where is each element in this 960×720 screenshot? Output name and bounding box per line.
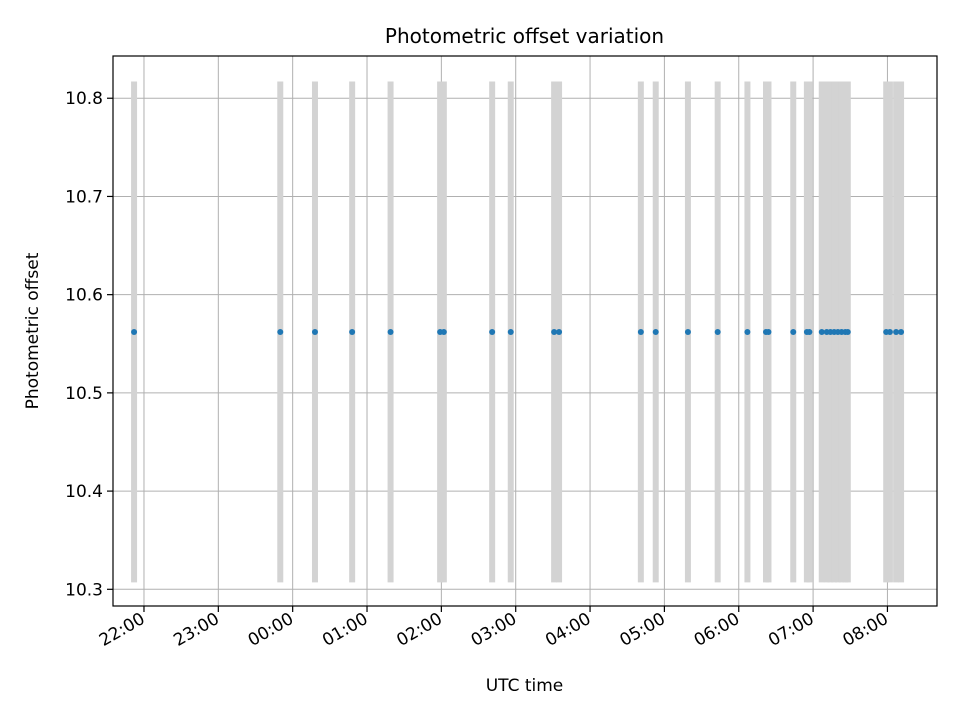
data-points [131,328,905,335]
y-axis-label: Photometric offset [23,252,43,409]
data-point [886,328,893,335]
data-point [131,328,138,335]
data-point [818,328,825,335]
y-axis: 10.3 10.4 10.5 10.6 10.7 10.8 [65,89,113,600]
y-tick-label: 10.6 [65,286,103,306]
data-point [556,328,563,335]
y-tick-label: 10.5 [65,384,103,404]
data-point [684,328,691,335]
y-tick-label: 10.4 [65,482,103,502]
data-point [844,328,851,335]
y-tick-label: 10.7 [65,187,103,207]
plot-frame [112,55,938,607]
data-point [714,328,721,335]
data-point [898,328,905,335]
data-point [387,328,394,335]
data-point [311,328,318,335]
chart-title: Photometric offset variation [385,24,664,48]
data-point [806,328,813,335]
data-point [790,328,797,335]
y-tick-label: 10.3 [65,580,103,600]
plot-area [113,56,937,606]
y-tick-label: 10.8 [65,89,103,109]
data-point [637,328,644,335]
data-point [349,328,356,335]
data-point [652,328,659,335]
x-axis-label: UTC time [486,676,564,696]
data-point [765,328,772,335]
data-point [551,328,558,335]
data-point [893,328,900,335]
data-point [507,328,514,335]
data-point [489,328,496,335]
data-point [744,328,751,335]
data-point [277,328,284,335]
data-point [440,328,447,335]
